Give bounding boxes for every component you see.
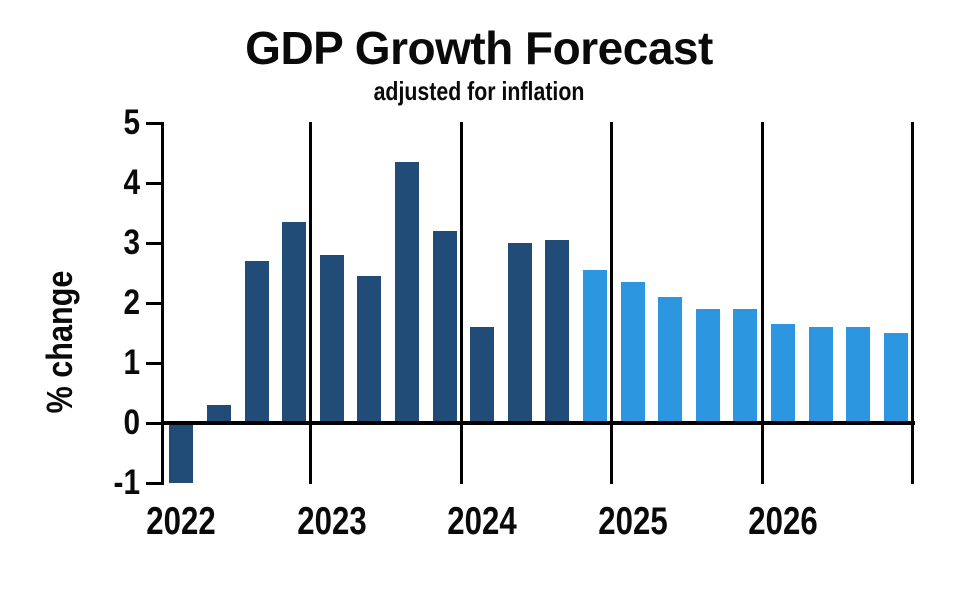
bar-2024-q1 (470, 327, 495, 423)
y-tick-label-3: 3 (123, 223, 140, 262)
year-boundary-gridline-2022 (309, 122, 313, 484)
bar-2025-q1 (620, 282, 645, 423)
y-tick-mark-4 (145, 181, 164, 185)
bar-2023-q4 (432, 231, 457, 423)
y-tick-label-0: 0 (123, 403, 140, 442)
bar-2025-q3 (695, 309, 720, 423)
bar-2026-q3 (846, 327, 871, 423)
x-axis-line (160, 421, 915, 425)
y-tick-label-4: 4 (123, 163, 140, 202)
y-tick-mark--1 (145, 481, 164, 485)
x-axis-label-2022: 2022 (146, 500, 216, 543)
y-tick-label--1: -1 (113, 463, 140, 502)
bar-2023-q1 (319, 255, 344, 423)
y-tick-label-5: 5 (123, 103, 140, 142)
bar-2024-q4 (582, 270, 607, 423)
bar-2026-q4 (883, 333, 908, 423)
bar-2024-q2 (507, 243, 532, 423)
y-tick-label-1: 1 (123, 343, 140, 382)
bar-2022-q1 (169, 423, 194, 483)
year-boundary-gridline-2023 (459, 122, 463, 484)
y-tick-mark-2 (145, 301, 164, 305)
year-boundary-gridline-2026 (911, 122, 914, 484)
chart-subtitle: adjusted for inflation (373, 76, 585, 106)
bar-2025-q2 (658, 297, 683, 423)
chart-title: GDP Growth Forecast (245, 22, 713, 74)
bar-2022-q2 (206, 405, 231, 423)
bar-2023-q3 (394, 162, 419, 423)
bar-2024-q3 (545, 240, 570, 423)
year-boundary-gridline-2024 (610, 122, 614, 484)
bar-2025-q4 (733, 309, 758, 423)
x-axis-label-2024: 2024 (447, 500, 517, 543)
y-tick-mark-1 (145, 361, 164, 365)
bar-2022-q3 (244, 261, 269, 423)
x-axis-label-2026: 2026 (748, 500, 818, 543)
bar-2026-q1 (770, 324, 795, 423)
bar-2023-q2 (357, 276, 382, 423)
y-tick-mark-0 (145, 421, 164, 425)
x-axis-label-2023: 2023 (296, 500, 367, 543)
bar-2026-q2 (808, 327, 833, 423)
year-boundary-gridline-2025 (760, 122, 764, 484)
y-tick-label-2: 2 (123, 283, 140, 322)
y-tick-mark-5 (145, 121, 164, 125)
bar-2022-q4 (282, 222, 307, 423)
x-axis-label-2025: 2025 (597, 500, 668, 543)
y-tick-mark-3 (145, 241, 164, 245)
